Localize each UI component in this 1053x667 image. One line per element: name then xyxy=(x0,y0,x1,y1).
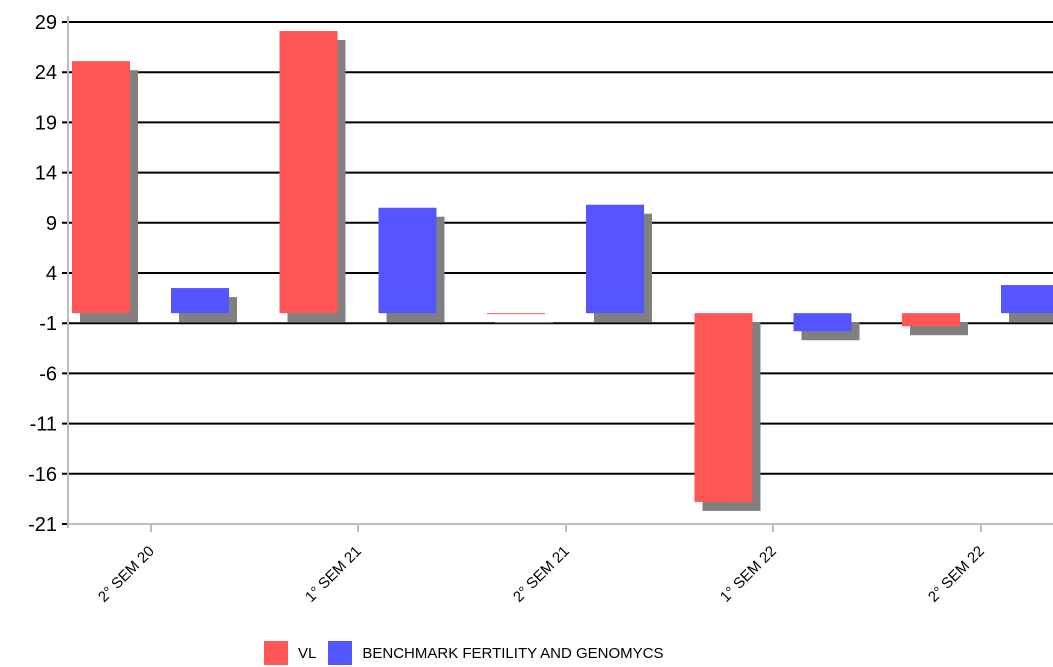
legend-swatch-vl xyxy=(264,641,288,665)
legend-item-vl: VL xyxy=(264,641,316,665)
axes xyxy=(67,16,1053,528)
x-tick-label: 2° SEM 21 xyxy=(510,543,573,606)
bar-benchmark xyxy=(1001,285,1053,314)
legend-label-benchmark: BENCHMARK FERTILITY AND GENOMYCS xyxy=(362,644,664,662)
legend-label-vl: VL xyxy=(298,644,317,662)
y-tick-label: -1 xyxy=(39,313,57,335)
bar-benchmark xyxy=(171,288,229,314)
x-axis-ticks: 2° SEM 20 1° SEM 21 2° SEM 21 1° SEM 22 2° S… xyxy=(95,524,988,606)
bar-vl xyxy=(72,61,130,314)
y-tick-label: 29 xyxy=(35,12,57,34)
x-tick-label: 1° SEM 22 xyxy=(717,543,780,606)
bars xyxy=(72,31,1053,511)
bar-benchmark xyxy=(793,313,852,332)
bar-benchmark xyxy=(378,207,437,314)
x-tick-label: 1° SEM 21 xyxy=(302,543,365,606)
y-tick-label: 4 xyxy=(46,263,57,285)
y-tick-label: 9 xyxy=(46,213,57,235)
y-tick-label: -6 xyxy=(39,363,57,385)
gridlines xyxy=(62,21,1053,525)
bar-benchmark xyxy=(586,204,644,314)
y-tick-label: -11 xyxy=(30,414,57,436)
y-tick-label: 24 xyxy=(35,62,57,84)
y-axis-ticks: 29 24 19 14 9 4 -1 -6 -11 -16 -21 xyxy=(28,12,57,536)
bar-vl xyxy=(487,313,545,315)
legend: VL BENCHMARK FERTILITY AND GENOMYCS xyxy=(264,641,676,665)
bar-vl xyxy=(694,313,753,502)
y-tick-label: 14 xyxy=(35,163,57,185)
x-tick-label: 2° SEM 20 xyxy=(95,543,158,606)
y-tick-label: -21 xyxy=(28,514,57,536)
bar-vl xyxy=(902,313,960,327)
bar-shadow-vl xyxy=(495,322,553,324)
x-tick-label: 2° SEM 22 xyxy=(925,543,988,606)
bar-vl xyxy=(279,31,338,314)
y-tick-label: -16 xyxy=(28,464,57,486)
y-tick-label: 19 xyxy=(35,112,57,134)
legend-swatch-benchmark xyxy=(328,641,353,665)
legend-item-benchmark: BENCHMARK FERTILITY AND GENOMYCS xyxy=(328,641,664,665)
